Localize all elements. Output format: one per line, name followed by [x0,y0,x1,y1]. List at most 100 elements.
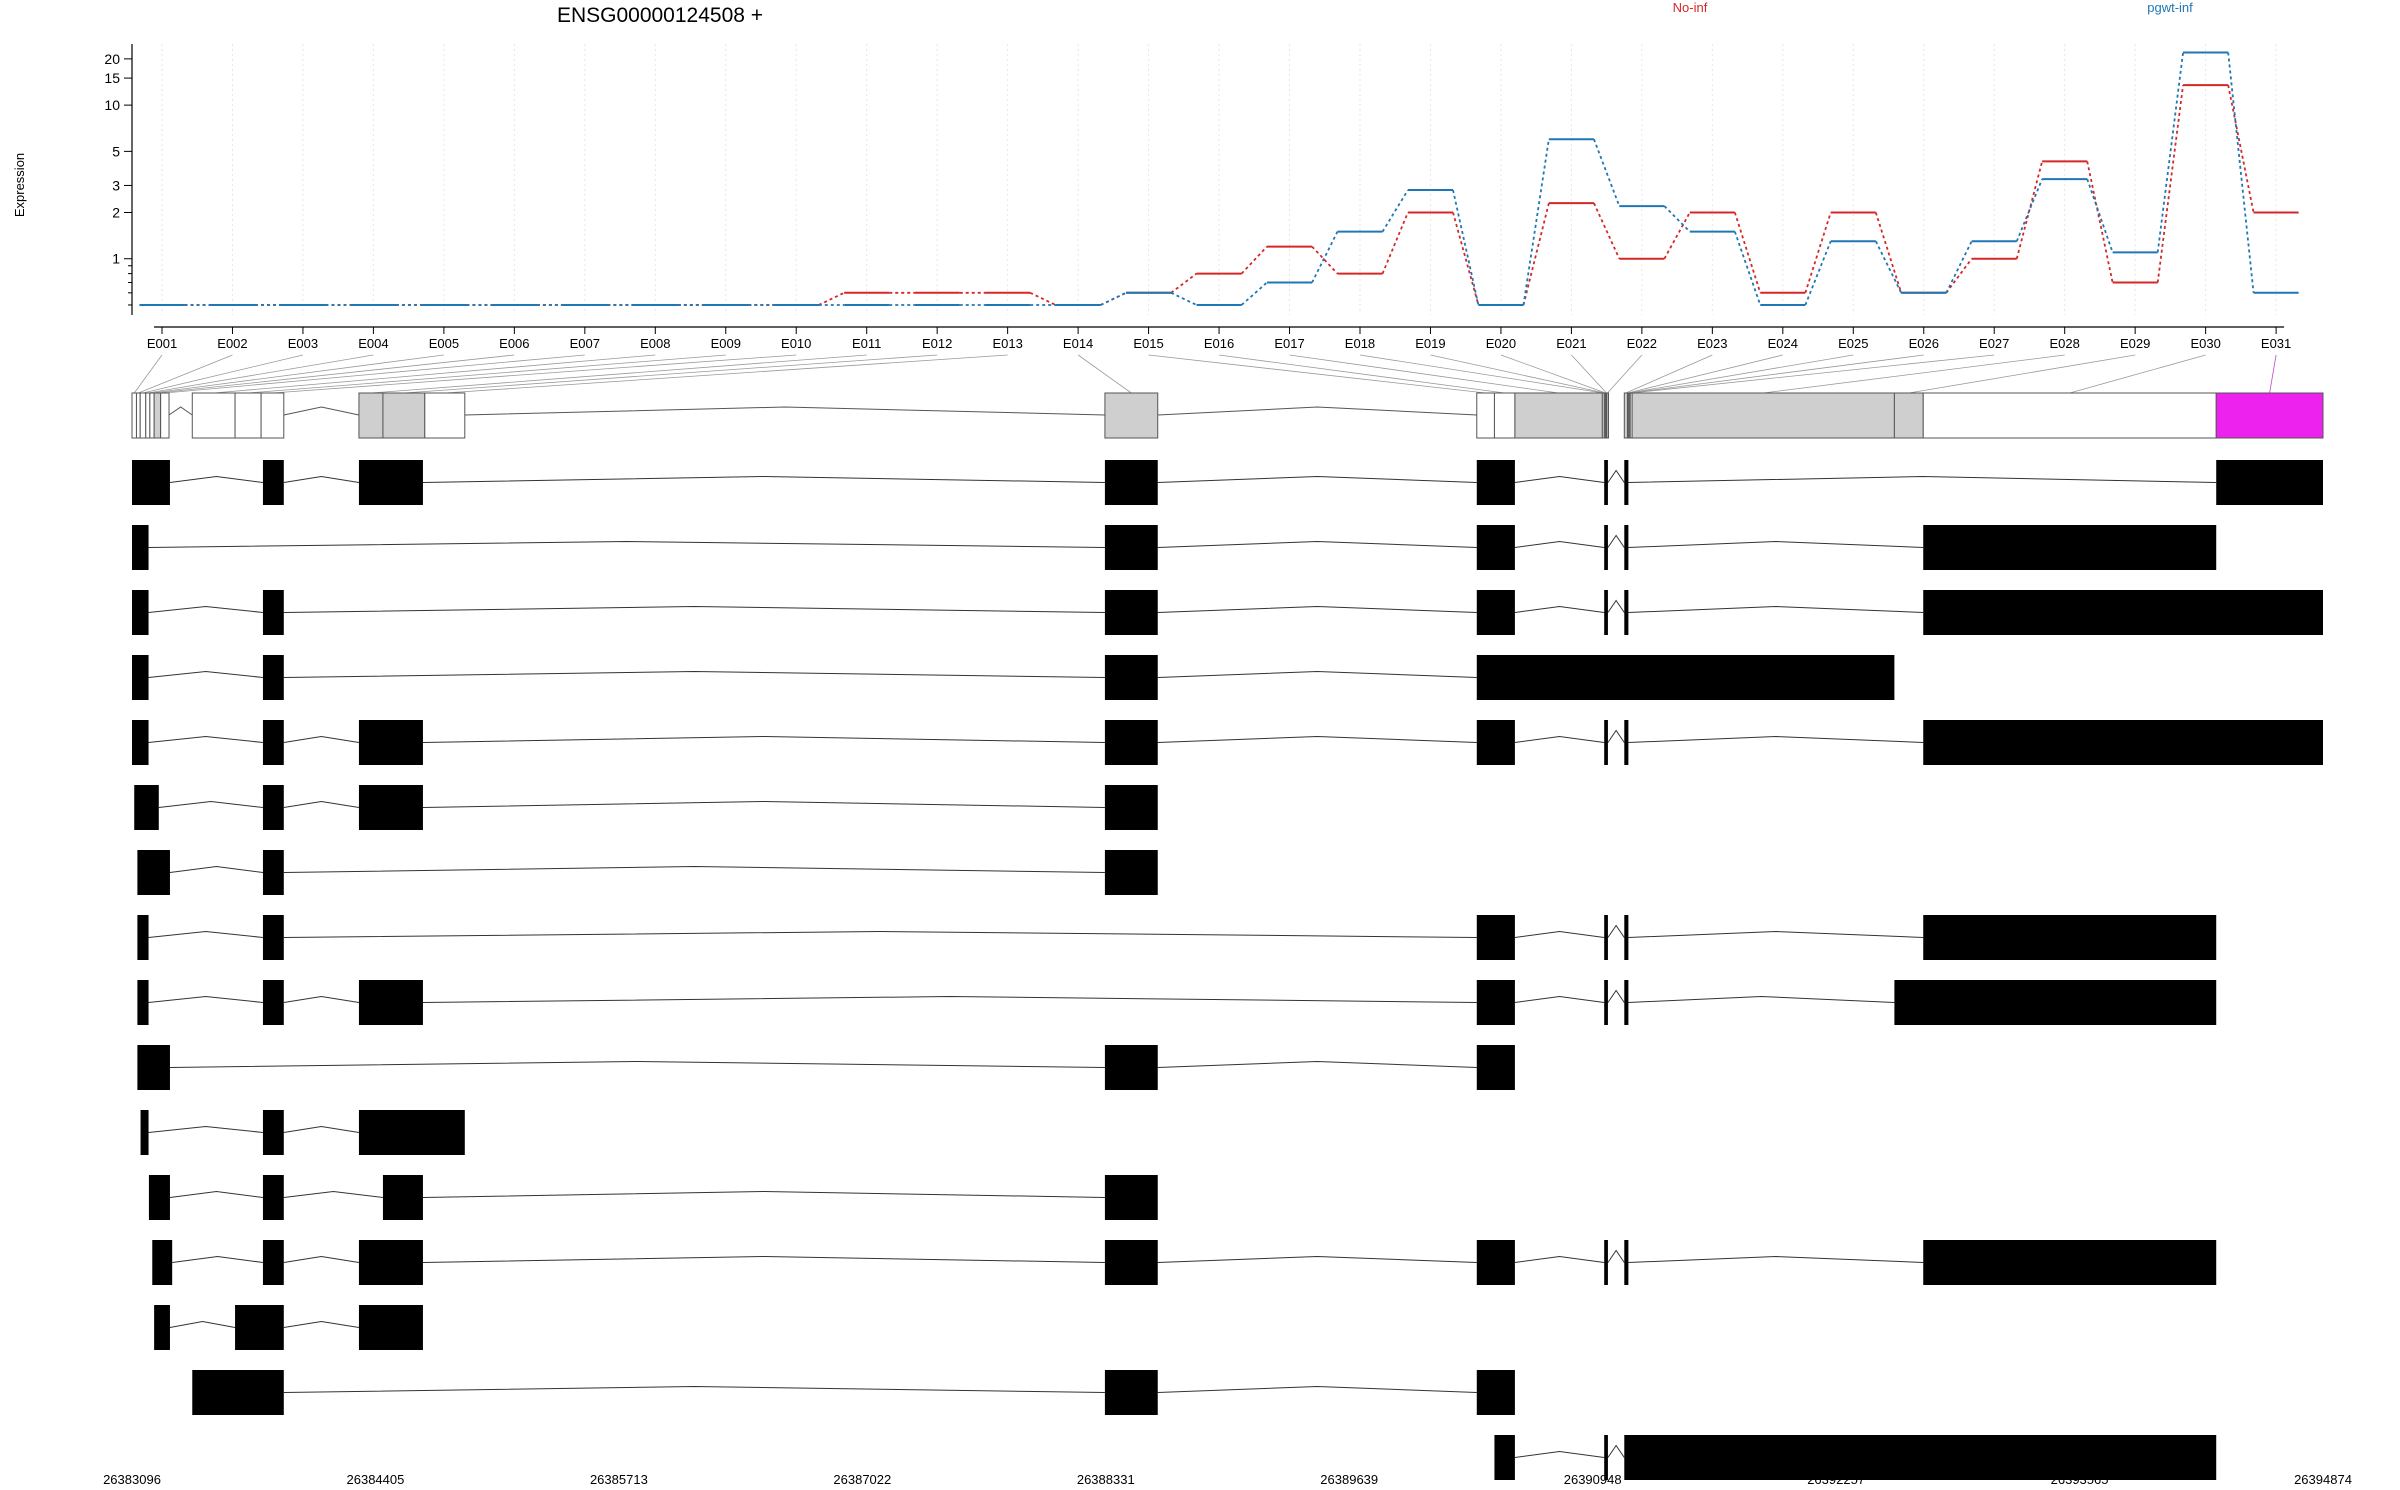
bin-box-E008 [191,392,236,439]
transcript-12 [148,1175,1158,1220]
x-tick-label-E009: E009 [711,336,741,351]
y-tick-label: 3 [112,177,120,193]
bin-link-E028 [1763,354,2065,394]
exon-block [1476,460,1515,505]
exon-block [1104,785,1158,830]
genomic-tick-label: 26390948 [1564,1472,1622,1487]
transcript-8 [137,915,2217,960]
y-tick-label: 15 [104,70,120,86]
bin-box-E010 [260,392,285,439]
bin-intron [464,406,1105,416]
series-1-connector [2086,178,2114,253]
x-tick-label-E025: E025 [1838,336,1868,351]
intron-line [1514,1255,1605,1263]
series-0-connector [2015,161,2044,259]
exon-block [358,460,423,505]
intron-line [1514,1450,1605,1458]
genomic-tick-label: 26385713 [590,1472,648,1487]
intron-line [422,475,1105,483]
exon-block [358,1240,423,1285]
transcript-3 [132,590,2323,635]
x-tick-label-E019: E019 [1415,336,1445,351]
x-tick-label-E001: E001 [147,336,177,351]
exon-block [1923,915,2217,960]
intron-line [283,995,360,1003]
legend-no-inf: No-inf [1673,0,1708,15]
exon-block [152,1240,173,1285]
bin-link-E016 [1218,354,1505,394]
exon-block [1604,1240,1608,1285]
exon-block [262,850,284,895]
intron-line [1628,605,1924,613]
series-1-connector [1100,291,1127,306]
bin-box-E022 [1606,392,1609,439]
x-tick-label-E020: E020 [1486,336,1516,351]
exon-block [1104,1045,1158,1090]
intron-line [1607,924,1625,938]
exon-block [1624,720,1629,765]
exon-block [140,1110,149,1155]
bin-link-E014 [1077,354,1132,394]
exon-block [1476,1240,1515,1285]
exon-block [1604,1435,1608,1480]
exon-block [1604,980,1608,1025]
bin-link-E010 [272,354,797,394]
series-0-connector [1593,202,1621,260]
bin-link-E004 [147,354,374,394]
exon-block [358,720,423,765]
x-tick-label-E010: E010 [781,336,811,351]
bin-box-E006 [153,392,162,439]
exon-bin-track [131,392,2324,439]
series-0-connector [2227,84,2255,213]
intron-line [1514,475,1605,483]
intron-line [1607,729,1625,743]
exon-block [1604,720,1608,765]
x-tick-label-E015: E015 [1133,336,1163,351]
bin-box-E005 [149,392,155,439]
intron-line [1157,1255,1477,1263]
bin-intron [168,406,193,416]
exon-block [1923,590,2323,635]
series-1-connector [1241,281,1268,306]
bin-box-E007 [160,392,170,439]
intron-line [1157,670,1477,678]
bin-link-E017 [1289,354,1559,394]
intron-line [148,670,264,678]
exon-block [262,590,284,635]
bin-box-E028 [1631,392,1895,439]
series-0-connector [2156,84,2184,283]
exon-block [132,655,149,700]
intron-line [1157,1385,1477,1393]
bin-box-E013 [424,392,466,439]
series-1-connector [2015,178,2043,242]
bin-link-E009 [248,354,726,394]
intron-line [1157,475,1477,483]
bin-link-E008 [213,354,656,394]
intron-line [1157,735,1477,743]
exon-block [134,785,159,830]
exon-block [262,1110,284,1155]
exon-block [1476,1370,1515,1415]
intron-line [1157,540,1477,548]
genomic-tick-label: 26387022 [833,1472,891,1487]
exon-block [1104,1175,1158,1220]
intron-line [1628,540,1924,548]
exon-block [358,1110,465,1155]
bin-box-E004 [145,392,151,439]
intron-line [158,800,264,808]
bin-box-E001 [131,392,137,439]
exon-block [132,590,149,635]
intron-line [1628,735,1924,743]
bin-box-E002 [135,392,141,439]
x-tick-label-E023: E023 [1697,336,1727,351]
bin-box-E015 [1476,392,1495,439]
y-tick-label: 5 [112,143,120,159]
x-tick-label-E030: E030 [2190,336,2220,351]
x-tick-label-E028: E028 [2050,336,2080,351]
intron-line [283,1320,360,1328]
exon-block [1104,1240,1158,1285]
bin-link-E025 [1628,354,1854,394]
intron-line [283,1255,360,1263]
intron-line [169,865,264,873]
intron-line [1628,930,1924,938]
